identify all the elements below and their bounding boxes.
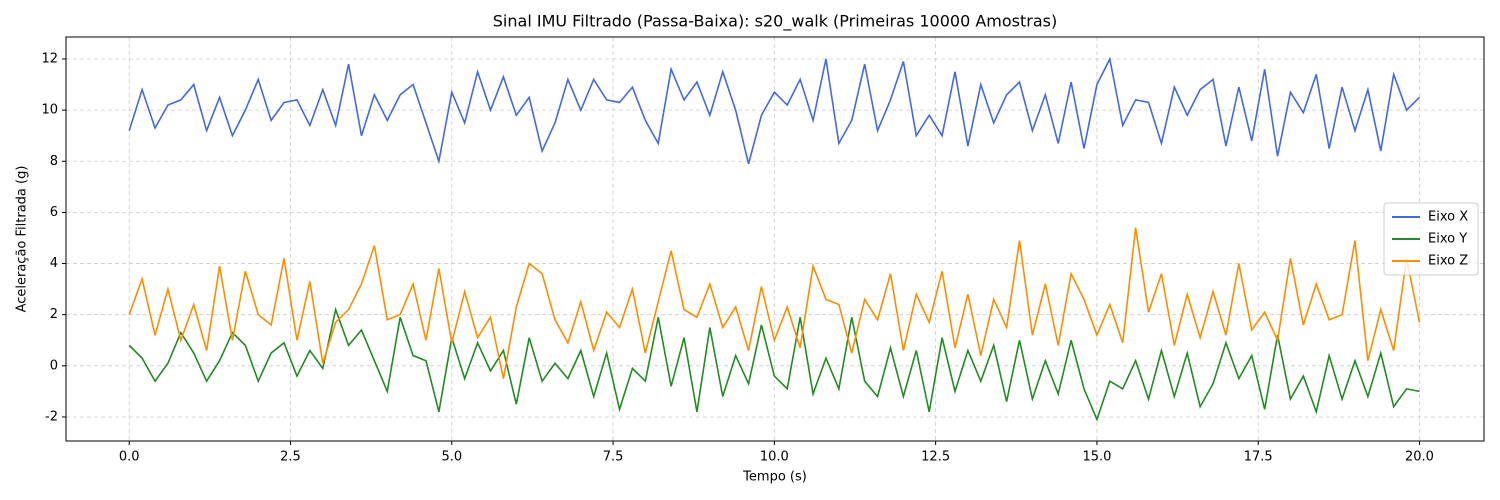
chart-title: Sinal IMU Filtrado (Passa-Baixa): s20_wa… [493, 12, 1057, 32]
line-series [128, 56, 1421, 165]
x-tick-label: 17.5 [1244, 450, 1273, 465]
x-axis-label: Tempo (s) [742, 470, 807, 485]
y-tick-label: 10 [41, 103, 58, 118]
x-tick-label: 5.0 [441, 450, 462, 465]
x-tick-label: 15.0 [1082, 450, 1111, 465]
legend: Eixo X Eixo Y Eixo Z [1383, 202, 1479, 276]
legend-label: Eixo Y [1428, 232, 1467, 247]
y-tick-label: 6 [50, 205, 58, 220]
line-series [128, 306, 1420, 422]
x-tick-label: 2.5 [280, 450, 301, 465]
line-series [128, 227, 1421, 379]
y-tick-label: 0 [50, 358, 58, 373]
legend-label: Eixo Z [1428, 254, 1468, 269]
y-axis-label: Aceleração Filtrada (g) [15, 166, 30, 313]
x-tick-label: 12.5 [921, 450, 950, 465]
plot-frame [65, 36, 1485, 442]
x-tick-label: 7.5 [603, 450, 624, 465]
x-tick-label: 0.0 [119, 450, 140, 465]
y-tick-label: 12 [41, 51, 58, 66]
y-tick-label: 4 [50, 256, 58, 271]
y-tick-label: 8 [50, 154, 58, 169]
y-tick-label: 2 [50, 307, 58, 322]
legend-box [1383, 202, 1479, 276]
y-tick-label: -2 [45, 409, 58, 424]
x-tick-label: 20.0 [1405, 450, 1434, 465]
legend-label: Eixo X [1428, 210, 1468, 225]
x-tick-label: 10.0 [760, 450, 789, 465]
